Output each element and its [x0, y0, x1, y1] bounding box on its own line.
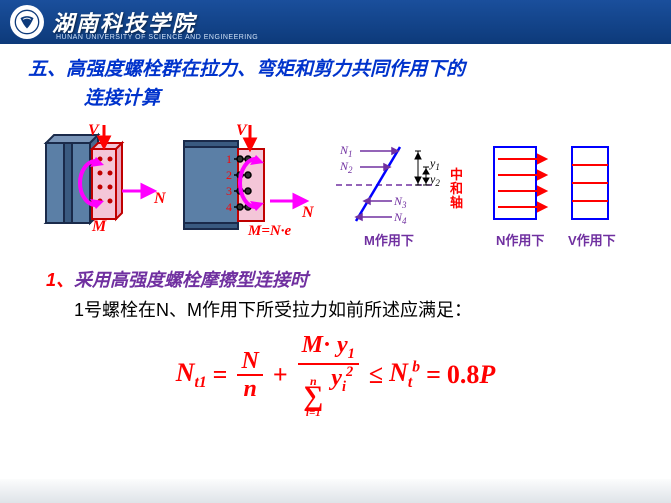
d3-N4: N4 — [393, 210, 407, 226]
diagram-3-svg: N1 N2 N3 N4 y1 y2 — [330, 123, 480, 253]
diagram-5: V作用下 — [564, 123, 624, 258]
subsection-num: 1、 — [46, 270, 74, 290]
slide-content: 五、高强度螺栓群在拉力、弯矩和剪力共同作用下的 连接计算 — [0, 44, 671, 419]
f-plus: + — [273, 360, 288, 390]
d3-N1: N1 — [339, 143, 353, 159]
d2-N: N — [301, 204, 315, 221]
d2-b1: 1 — [226, 152, 232, 166]
formula-inner: Nt1 = N n + M· y1 n ∑ i=1 yi2 — [176, 332, 496, 419]
d1-N: N — [153, 190, 167, 207]
d3-y2: y2 — [429, 172, 440, 188]
diagram-1-svg: V N M — [38, 123, 168, 253]
d2-Me: M=N·e — [247, 223, 291, 239]
f-eq1: = — [213, 360, 228, 390]
d3-axis-a: 中 — [450, 167, 463, 182]
diagram-5-svg: V作用下 — [564, 123, 624, 253]
f-frac1-num: N — [237, 348, 262, 374]
footer-decoration — [0, 479, 671, 503]
f-frac1: N n — [237, 348, 262, 403]
d3-y1: y1 — [429, 156, 440, 172]
university-subtitle: HUNAN UNIVERSITY OF SCIENCE AND ENGINEER… — [56, 34, 258, 41]
d2-b2: 2 — [226, 168, 232, 182]
f-le: ≤ — [369, 360, 383, 390]
f-frac2: M· y1 n ∑ i=1 yi2 — [298, 332, 359, 419]
f-eq2: = — [426, 360, 441, 390]
d2-V: V — [236, 123, 248, 139]
diagram-2-svg: 1 2 3 4 V N — [174, 123, 324, 253]
title-line-2: 连接计算 — [28, 88, 160, 109]
d2-b4: 4 — [226, 200, 232, 214]
section-title: 五、高强度螺栓群在拉力、弯矩和剪力共同作用下的 连接计算 — [28, 56, 643, 113]
d1-V: V — [88, 123, 100, 139]
f-Nt1: Nt1 — [176, 358, 207, 392]
subsection-title: 1、采用高强度螺栓摩擦型连接时 — [46, 266, 643, 292]
d3-caption: M作用下 — [364, 233, 414, 248]
formula: Nt1 = N n + M· y1 n ∑ i=1 yi2 — [28, 332, 643, 419]
d5-caption: V作用下 — [568, 233, 616, 248]
d3-axis-c: 轴 — [450, 195, 463, 210]
d3-axis-b: 和 — [450, 181, 463, 196]
d3-N2: N2 — [339, 159, 353, 175]
f-08P: 0.8P — [447, 360, 495, 390]
sigma-icon: n ∑ i=1 — [303, 376, 323, 419]
diagram-1: V N M — [38, 123, 168, 258]
header-bar: 湖南科技学院 HUNAN UNIVERSITY OF SCIENCE AND E… — [0, 0, 671, 44]
logo-icon — [14, 9, 40, 35]
f-frac1-den: n — [239, 376, 260, 402]
diagram-4: N作用下 — [486, 123, 558, 258]
d2-b3: 3 — [226, 184, 232, 198]
d4-caption: N作用下 — [496, 233, 544, 248]
f-frac2-num: M· y1 — [298, 332, 359, 363]
title-line-1: 五、高强度螺栓群在拉力、弯矩和剪力共同作用下的 — [28, 59, 465, 80]
subsection-body: 1号螺栓在N、M作用下所受拉力如前所述应满足： — [74, 296, 643, 322]
d1-M: M — [91, 218, 107, 235]
f-Ntb: Ntb — [389, 358, 420, 392]
d3-N3: N3 — [393, 194, 407, 210]
f-frac2-den: n ∑ i=1 yi2 — [299, 365, 357, 419]
subsection-text: 采用高强度螺栓摩擦型连接时 — [74, 270, 308, 290]
diagram-3: N1 N2 N3 N4 y1 y2 — [330, 123, 480, 258]
diagram-2: 1 2 3 4 V N — [174, 123, 324, 258]
diagram-row: V N M — [38, 123, 643, 258]
university-logo — [10, 5, 44, 39]
diagram-4-svg: N作用下 — [486, 123, 558, 253]
